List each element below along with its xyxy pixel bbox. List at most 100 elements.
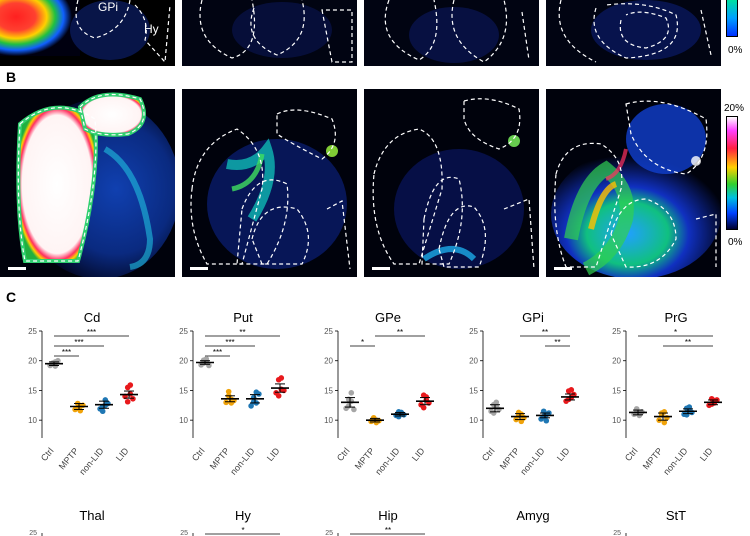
- y-tick-label: 15: [469, 386, 478, 395]
- significance-label: **: [685, 338, 691, 347]
- chart-amyg: Amyg: [516, 508, 549, 523]
- chart-title: Hip: [378, 508, 398, 523]
- label-hy: Hy: [144, 22, 159, 36]
- chart-title: GPi: [522, 310, 544, 325]
- y-tick-label: 15: [28, 386, 37, 395]
- data-point: [568, 387, 575, 393]
- image-a3: [364, 0, 539, 66]
- image-b1-drawing: [0, 89, 175, 277]
- image-a2-drawing: [182, 0, 357, 66]
- data-point: [77, 407, 84, 414]
- colorbar-b: [726, 116, 738, 230]
- x-tick-label: Ctrl: [623, 446, 640, 463]
- image-b2: [182, 89, 357, 277]
- y-tick-label: 10: [324, 416, 333, 425]
- significance-label: **: [385, 526, 391, 535]
- colorbar-b-max-label: 20%: [724, 103, 745, 114]
- x-tick-label: MPTP: [208, 446, 232, 472]
- chart-title: Cd: [84, 310, 101, 325]
- data-point: [248, 403, 254, 409]
- image-b3: [364, 89, 539, 277]
- y-tick-label: 25: [29, 530, 37, 536]
- data-point: [661, 419, 668, 426]
- x-tick-label: MPTP: [353, 446, 377, 472]
- image-b2-drawing: [182, 89, 357, 277]
- y-tick-label: 25: [180, 530, 188, 536]
- x-tick-label: LID: [555, 445, 572, 463]
- image-a4: [546, 0, 721, 66]
- image-a3-drawing: [364, 0, 539, 66]
- y-tick-label: 15: [324, 386, 333, 395]
- significance-label: ***: [87, 328, 96, 337]
- data-point: [490, 410, 497, 416]
- image-a1-drawing: [0, 0, 171, 64]
- data-point: [661, 409, 668, 415]
- significance-label: **: [542, 328, 548, 337]
- chart-stt: StT 25: [613, 508, 686, 536]
- x-tick-label: non-LID: [228, 445, 257, 476]
- y-tick-label: 25: [325, 530, 333, 536]
- panel-label-c: C: [6, 289, 17, 305]
- data-point: [493, 399, 500, 406]
- data-point: [420, 404, 427, 411]
- y-tick-label: 20: [28, 357, 37, 366]
- data-point: [345, 403, 352, 409]
- y-tick-label: 25: [28, 327, 37, 336]
- chart-title: GPe: [375, 310, 401, 325]
- data-point: [206, 362, 212, 369]
- y-tick-label: 25: [179, 327, 188, 336]
- colorbar-a: [726, 0, 738, 37]
- x-tick-label: MPTP: [641, 446, 665, 472]
- image-b3-drawing: [364, 89, 539, 277]
- panel-label-b: B: [6, 69, 17, 85]
- significance-label: **: [554, 338, 560, 347]
- colorbar-a-min-label: 0%: [728, 45, 743, 56]
- chart-title: PrG: [664, 310, 687, 325]
- chart-title: Put: [233, 310, 253, 325]
- image-a2: [182, 0, 357, 66]
- data-point: [275, 392, 282, 399]
- image-b1: [0, 89, 175, 277]
- image-b4: [546, 89, 721, 277]
- chart-title: StT: [666, 508, 686, 523]
- significance-label: **: [239, 328, 245, 337]
- x-tick-label: Ctrl: [335, 446, 352, 463]
- x-tick-label: non-LID: [518, 445, 547, 476]
- significance-label: ***: [74, 338, 83, 347]
- y-tick-label: 10: [179, 416, 188, 425]
- significance-label: **: [397, 328, 403, 337]
- significance-label: ***: [62, 348, 71, 357]
- charts-bottom-row: Thal 25 Hy 25 * Hip 25 ** Amyg StT 25: [29, 508, 686, 536]
- data-point: [543, 417, 550, 424]
- y-tick-label: 25: [612, 327, 621, 336]
- significance-label: ***: [213, 348, 222, 357]
- y-tick-label: 10: [28, 416, 37, 425]
- image-a4-drawing: [546, 0, 721, 66]
- image-a1: GPi Hy: [0, 0, 175, 66]
- y-tick-label: 10: [469, 416, 478, 425]
- y-tick-label: 20: [469, 357, 478, 366]
- data-point: [278, 375, 285, 381]
- data-point: [127, 382, 134, 388]
- data-point: [55, 357, 61, 364]
- data-point: [571, 391, 577, 398]
- y-tick-label: 15: [179, 386, 188, 395]
- x-tick-label: non-LID: [77, 445, 106, 476]
- data-point: [225, 388, 232, 395]
- data-point: [99, 408, 106, 415]
- y-tick-label: 20: [612, 357, 621, 366]
- chart-title: Amyg: [516, 508, 549, 523]
- x-tick-label: LID: [698, 445, 715, 463]
- significance-label: *: [674, 328, 677, 337]
- significance-label: ***: [225, 338, 234, 347]
- chart-title: Hy: [235, 508, 251, 523]
- x-tick-label: Ctrl: [190, 446, 207, 463]
- y-tick-label: 25: [469, 327, 478, 336]
- x-tick-label: MPTP: [498, 446, 522, 472]
- chart-thal: Thal 25: [29, 508, 105, 536]
- x-tick-label: LID: [114, 445, 131, 463]
